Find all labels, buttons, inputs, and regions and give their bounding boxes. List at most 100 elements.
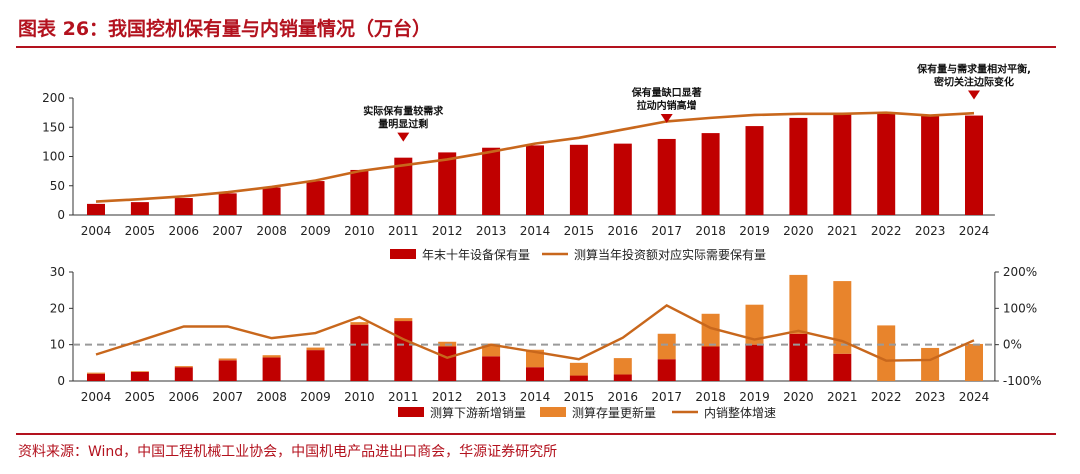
x-tick-label: 2019 — [739, 390, 770, 404]
bar-new-sales — [569, 375, 588, 381]
x-tick-label: 2008 — [256, 390, 287, 404]
bar-holdings — [745, 126, 764, 215]
bar-replacement — [306, 347, 325, 351]
y-tick-label: 200 — [42, 91, 65, 105]
bar-replacement — [394, 318, 413, 322]
y-tick-label: 0 — [57, 374, 65, 388]
x-tick-label: 2008 — [256, 224, 287, 238]
bar-new-sales — [526, 367, 544, 381]
x-tick-label: 2015 — [564, 224, 595, 238]
annotation-text: 拉动内销高增 — [637, 99, 697, 112]
bar-holdings — [130, 202, 149, 215]
bar-replacement — [613, 358, 632, 375]
x-tick-label: 2021 — [827, 224, 858, 238]
bar-holdings — [965, 115, 983, 215]
x-tick-label: 2017 — [651, 224, 682, 238]
bar-new-sales — [394, 321, 413, 381]
x-tick-label: 2009 — [300, 390, 331, 404]
x-tick-label: 2005 — [125, 390, 156, 404]
y-tick-label: 100 — [42, 150, 65, 164]
bar-holdings — [701, 133, 720, 215]
bar-holdings — [789, 117, 808, 215]
x-tick-label: 2016 — [608, 390, 639, 404]
legend-label-required: 测算当年投资额对应实际需要保有量 — [574, 247, 766, 262]
bar-new-sales — [438, 346, 457, 381]
bar-replacement — [262, 355, 281, 358]
bar-replacement — [569, 362, 588, 376]
bar-new-sales — [306, 350, 325, 381]
bar-holdings — [350, 169, 369, 215]
bar-new-sales — [701, 346, 720, 381]
bar-new-sales — [745, 344, 764, 381]
legend-swatch-new-sales — [398, 407, 424, 417]
bar-new-sales — [833, 353, 852, 381]
bar-replacement — [965, 343, 983, 381]
bar-holdings — [921, 115, 940, 215]
line-required-holdings — [95, 111, 975, 203]
x-tick-label: 2017 — [651, 390, 682, 404]
y2-tick-label: 100% — [1003, 301, 1037, 315]
line-growth-rate — [95, 304, 975, 362]
x-tick-label: 2022 — [871, 390, 902, 404]
bar-holdings — [218, 193, 237, 215]
x-tick-label: 2022 — [871, 224, 902, 238]
bar-new-sales — [174, 367, 193, 381]
annotation-text: 保有量与需求量相对平衡, — [916, 63, 1031, 76]
legend-swatch-holdings — [390, 249, 416, 259]
x-tick-label: 2005 — [125, 224, 156, 238]
x-tick-label: 2004 — [81, 224, 112, 238]
bar-holdings — [833, 113, 852, 215]
bar-holdings — [657, 138, 676, 215]
legend-label-holdings: 年末十年设备保有量 — [422, 248, 530, 262]
x-tick-label: 2020 — [783, 224, 814, 238]
y2-tick-label: -100% — [1003, 374, 1042, 388]
annotation-text: 密切关注边际变化 — [934, 76, 1014, 89]
x-tick-label: 2018 — [695, 390, 726, 404]
title-rule — [16, 46, 1056, 48]
y-tick-label: 10 — [50, 338, 65, 352]
legend-label-growth: 内销整体增速 — [704, 405, 776, 420]
annotation-text: 量明显过剩 — [378, 118, 428, 131]
x-tick-label: 2011 — [388, 390, 419, 404]
annotation-text: 保有量缺口显著 — [631, 86, 702, 99]
bar-replacement — [789, 274, 808, 334]
chart-domestic-sales: 0 10 20 30 -100% 0% 100% 200% 2004 2005 2006 2007 20… — [50, 265, 1042, 420]
x-tick-label: 2015 — [564, 390, 595, 404]
annotation-arrow — [397, 132, 410, 142]
bar-new-sales — [613, 374, 632, 381]
figure-title: 图表 26：我国挖机保有量与内销量情况（万台） — [18, 18, 432, 40]
bar-holdings — [306, 181, 325, 215]
x-tick-label: 2013 — [476, 224, 507, 238]
bar-replacement — [833, 281, 852, 354]
bar-new-sales — [262, 357, 281, 381]
bar-replacement — [87, 372, 105, 374]
bar-replacement — [218, 358, 237, 361]
x-tick-label: 2006 — [169, 224, 200, 238]
bar-replacement — [921, 347, 940, 381]
x-tick-label: 2016 — [608, 224, 639, 238]
y-tick-label: 150 — [42, 120, 65, 134]
x-tick-label: 2018 — [695, 224, 726, 238]
bar-replacement — [745, 304, 764, 345]
x-tick-label: 2020 — [783, 390, 814, 404]
annotation-arrow — [968, 90, 980, 100]
bar-replacement — [130, 371, 149, 372]
bar-holdings — [526, 145, 544, 215]
bar-new-sales — [350, 324, 369, 381]
bar-new-sales — [87, 373, 105, 381]
y2-tick-label: 200% — [1003, 265, 1037, 279]
bar-holdings — [262, 187, 281, 215]
bar-new-sales — [482, 356, 501, 381]
bar-holdings — [613, 143, 632, 215]
bar-new-sales — [218, 360, 237, 381]
x-tick-label: 2023 — [915, 224, 946, 238]
bar-holdings — [394, 157, 413, 215]
bar-replacement — [701, 313, 720, 347]
y2-tick-label: 0% — [1003, 338, 1022, 352]
legend-label-new-sales: 测算下游新增销量 — [430, 405, 526, 420]
bar-holdings — [482, 147, 501, 215]
legend-swatch-replacement — [540, 407, 566, 417]
bar-replacement — [174, 366, 193, 368]
bar-holdings — [877, 113, 896, 215]
